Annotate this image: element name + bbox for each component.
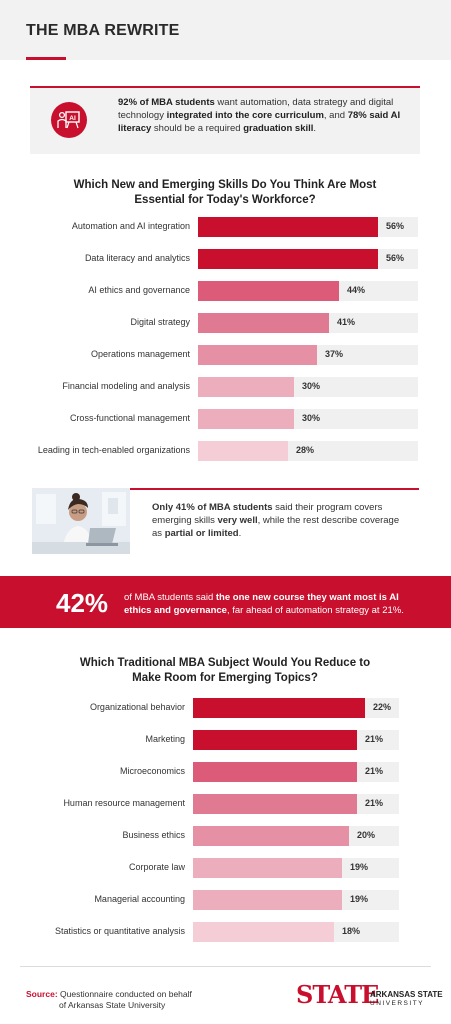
chart1-title-line1: Which New and Emerging Skills Do You Thi…	[73, 179, 377, 191]
subjects-value-label: 18%	[342, 926, 361, 936]
subjects-category-label: Organizational behavior	[89, 702, 185, 712]
skills-value-label: 37%	[325, 349, 344, 359]
callout-text-2: want automation, data strategy and digit…	[118, 97, 394, 121]
skills-category-label: Data literacy and analytics	[84, 253, 190, 263]
subjects-bar	[193, 698, 365, 718]
callout-stat-5: 78% said AI literacy	[118, 110, 401, 134]
coverage-stat-5: partial or limited	[164, 528, 239, 539]
subjects-value-label: 21%	[365, 798, 384, 808]
ai-icon-label: AI	[69, 115, 76, 122]
page-title: THE MBA REWRITE	[26, 22, 180, 39]
band-text: of MBA students said the one new course …	[124, 591, 424, 617]
page-header	[0, 0, 451, 60]
skills-bar	[198, 441, 288, 461]
logo-name: ARKANSAS STATE	[370, 990, 443, 999]
callout-text-6: should be a required	[151, 123, 244, 134]
skills-category-label: Digital strategy	[130, 317, 190, 327]
ai-presentation-icon-glyph: AI	[57, 111, 80, 129]
source-note: Source: Questionnaire conducted on behal…	[26, 989, 192, 1011]
skills-value-label: 56%	[386, 253, 405, 263]
callout-text-8: .	[313, 123, 317, 134]
skills-bar	[198, 345, 317, 365]
subjects-value-label: 21%	[365, 734, 384, 744]
skills-category-label: Operations management	[90, 349, 190, 359]
coverage-stat-3: very well	[217, 515, 258, 526]
skills-category-label: Cross-functional management	[69, 413, 190, 423]
subjects-category-label: Business ethics	[122, 830, 185, 840]
student-on-laptop-photo	[32, 488, 130, 554]
skills-value-label: 30%	[302, 413, 321, 423]
subjects-value-label: 19%	[350, 894, 369, 904]
callout-stat-7: graduation skill	[243, 123, 314, 134]
skills-value-label: 44%	[347, 285, 366, 295]
band-text-2: the one new course they want most is AI …	[124, 592, 399, 616]
subjects-bar	[193, 826, 349, 846]
subjects-category-label: Microeconomics	[119, 766, 185, 776]
coverage-text-6: .	[238, 528, 242, 539]
chart2-title-line2: Make Room for Emerging Topics?	[132, 672, 318, 684]
skills-bar	[198, 249, 378, 269]
skills-value-label: 56%	[386, 221, 405, 231]
logo-subtitle: UNIVERSITY	[370, 1000, 425, 1007]
callout-stat-1: 92% of MBA students	[118, 97, 215, 108]
skills-bar	[198, 217, 378, 237]
subjects-value-label: 20%	[357, 830, 376, 840]
coverage-callout-text: Only 41% of MBA students said their prog…	[152, 501, 407, 540]
source-line2: of Arkansas State University	[59, 1000, 166, 1010]
band-text-1: of MBA students said	[124, 592, 216, 603]
skills-value-label: 30%	[302, 381, 321, 391]
subjects-value-label: 22%	[373, 702, 392, 712]
band-stat: 42%	[56, 588, 109, 618]
chart1-title: Which New and Emerging Skills Do You Thi…	[40, 178, 410, 208]
chart1-title-line2: Essential for Today's Workforce?	[134, 194, 316, 206]
stat-callout-box	[30, 86, 420, 154]
subjects-category-label: Statistics or quantitative analysis	[54, 926, 185, 936]
subjects-category-label: Corporate law	[128, 862, 185, 872]
subjects-category-label: Human resource management	[63, 798, 185, 808]
skills-bar	[198, 313, 329, 333]
highlight-band	[0, 576, 451, 628]
callout-stat-3: integrated into the core curriculum	[166, 110, 324, 121]
skills-value-label: 41%	[337, 317, 356, 327]
coverage-text-2: said their program covers emerging skill…	[152, 502, 383, 526]
subjects-category-label: Marketing	[145, 734, 185, 744]
ai-presentation-icon: AI	[51, 102, 87, 138]
subjects-bar	[193, 922, 334, 942]
arkansas-state-logo: STATE	[296, 980, 379, 1009]
callout-text-4: , and	[323, 110, 348, 121]
skills-bar	[198, 281, 339, 301]
footer-divider	[20, 966, 431, 967]
subjects-value-label: 21%	[365, 766, 384, 776]
chart2-title: Which Traditional MBA Subject Would You …	[40, 656, 410, 686]
skills-value-label: 28%	[296, 445, 315, 455]
subjects-bar	[193, 858, 342, 878]
chart2-title-line1: Which Traditional MBA Subject Would You …	[79, 657, 371, 669]
subjects-bar	[193, 762, 357, 782]
skills-bar	[198, 409, 294, 429]
coverage-text-4: , while the rest describe coverage as	[152, 515, 400, 539]
subjects-bar	[193, 890, 342, 910]
skills-category-label: AI ethics and governance	[88, 285, 190, 295]
source-line1: Questionnaire conducted on behalf	[60, 989, 192, 999]
coverage-stat-1: Only 41% of MBA students	[152, 502, 273, 513]
subjects-category-label: Managerial accounting	[94, 894, 185, 904]
callout-text: 92% of MBA students want automation, dat…	[118, 96, 408, 135]
skills-category-label: Financial modeling and analysis	[62, 381, 190, 391]
title-underline	[26, 57, 66, 60]
skills-bar	[198, 377, 294, 397]
band-text-3: , far ahead of automation strategy at 21…	[226, 605, 404, 616]
subjects-bar	[193, 794, 357, 814]
skills-category-label: Leading in tech-enabled organizations	[37, 445, 190, 455]
source-label: Source:	[26, 989, 58, 999]
subjects-bar	[193, 730, 357, 750]
subjects-value-label: 19%	[350, 862, 369, 872]
skills-category-label: Automation and AI integration	[71, 221, 190, 231]
